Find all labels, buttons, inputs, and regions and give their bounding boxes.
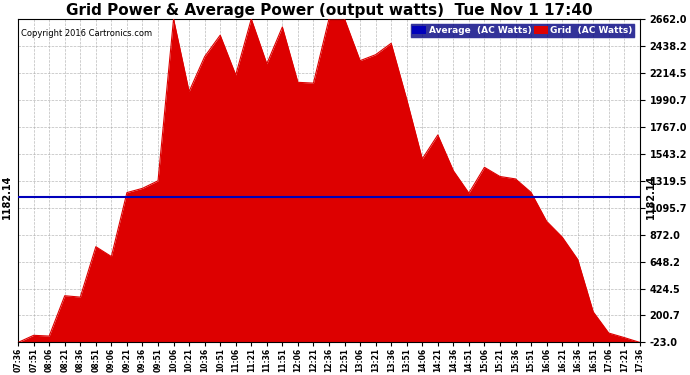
Text: 1182.14: 1182.14 [2,175,12,219]
Title: Grid Power & Average Power (output watts)  Tue Nov 1 17:40: Grid Power & Average Power (output watts… [66,3,592,18]
Text: 1182.14: 1182.14 [646,175,656,219]
Legend: Average  (AC Watts), Grid  (AC Watts): Average (AC Watts), Grid (AC Watts) [410,24,635,38]
Text: Copyright 2016 Cartronics.com: Copyright 2016 Cartronics.com [21,28,152,38]
